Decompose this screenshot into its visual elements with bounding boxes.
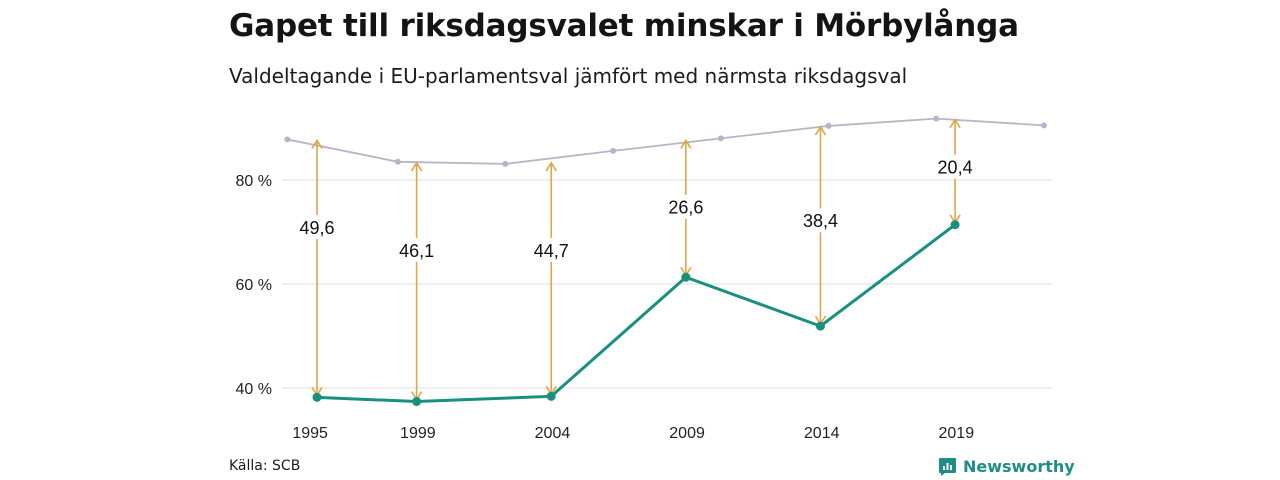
eu-point <box>950 220 960 230</box>
gap-arrow-head-top <box>680 138 692 149</box>
x-tick-label: 2019 <box>939 425 975 442</box>
gap-label: 49,6 <box>299 218 334 238</box>
newsworthy-logo-icon <box>939 457 956 476</box>
gap-label: 38,4 <box>803 211 838 231</box>
chart-subtitle: Valdeltagande i EU-parlamentsval jämfört… <box>229 64 908 88</box>
riksdag-point <box>610 147 617 154</box>
gap-label: 46,1 <box>399 241 434 261</box>
riksdag-point <box>394 158 401 165</box>
gap-label: 44,7 <box>534 241 569 261</box>
riksdag-point <box>284 136 291 143</box>
eu-point <box>312 392 322 402</box>
y-tick-label: 80 % <box>236 173 272 190</box>
axis-labels: 40 % 60 % 80 % 1995 1999 2004 2009 2014 2019 <box>236 173 975 442</box>
eu-point <box>412 397 422 407</box>
gap-arrow-head-top <box>949 118 961 129</box>
gap-label-bg <box>527 237 576 262</box>
riksdag-point <box>933 115 940 122</box>
gap-arrow <box>311 138 323 397</box>
eu-point <box>546 391 556 401</box>
line-chart: 49,6 46,1 44,7 26,6 38,4 20,4 40 % 60 % 80 % 199… <box>236 115 1052 442</box>
gap-label: 26,6 <box>668 198 703 218</box>
gap-labels: 49,6 46,1 44,7 26,6 38,4 20,4 <box>293 154 980 262</box>
chart-title: Gapet till riksdagsvalet minskar i Mörby… <box>229 8 1019 44</box>
riksdag-point <box>717 135 724 142</box>
gap-arrow-head-top <box>814 125 827 136</box>
gap-arrow-head-top <box>545 161 557 172</box>
y-tick-label: 40 % <box>236 381 272 398</box>
y-tick-label: 60 % <box>236 277 272 294</box>
gap-label-bg <box>293 215 341 239</box>
eu-point <box>681 272 691 282</box>
eu-series <box>312 220 960 407</box>
eu-line <box>316 223 956 404</box>
brand-logo: Newsworthy <box>938 455 1075 477</box>
x-tick-label: 1995 <box>292 425 328 442</box>
riksdag-series <box>284 115 1047 167</box>
gap-label: 20,4 <box>938 158 973 178</box>
eu-point <box>815 321 825 331</box>
x-tick-label: 2004 <box>535 425 571 442</box>
gap-arrow <box>410 161 423 402</box>
gap-label-bg <box>392 237 441 262</box>
riksdag-point <box>1040 122 1047 129</box>
gap-arrow <box>545 161 557 396</box>
gap-label-bg <box>661 194 710 219</box>
riksdag-point <box>825 122 832 129</box>
gap-label-bg <box>796 208 845 233</box>
gap-label-bg <box>931 154 980 179</box>
riksdag-point <box>502 160 509 167</box>
x-tick-label: 2014 <box>804 425 840 442</box>
x-tick-label: 1999 <box>400 425 436 442</box>
gap-arrow-head-top <box>410 161 423 172</box>
source-note: Källa: SCB <box>229 458 301 474</box>
riksdag-line <box>287 117 1044 165</box>
gap-arrow-head-top <box>311 138 323 149</box>
x-tick-label: 2009 <box>669 425 705 442</box>
brand-name: Newsworthy <box>963 456 1075 476</box>
grid-layer <box>282 179 1052 389</box>
